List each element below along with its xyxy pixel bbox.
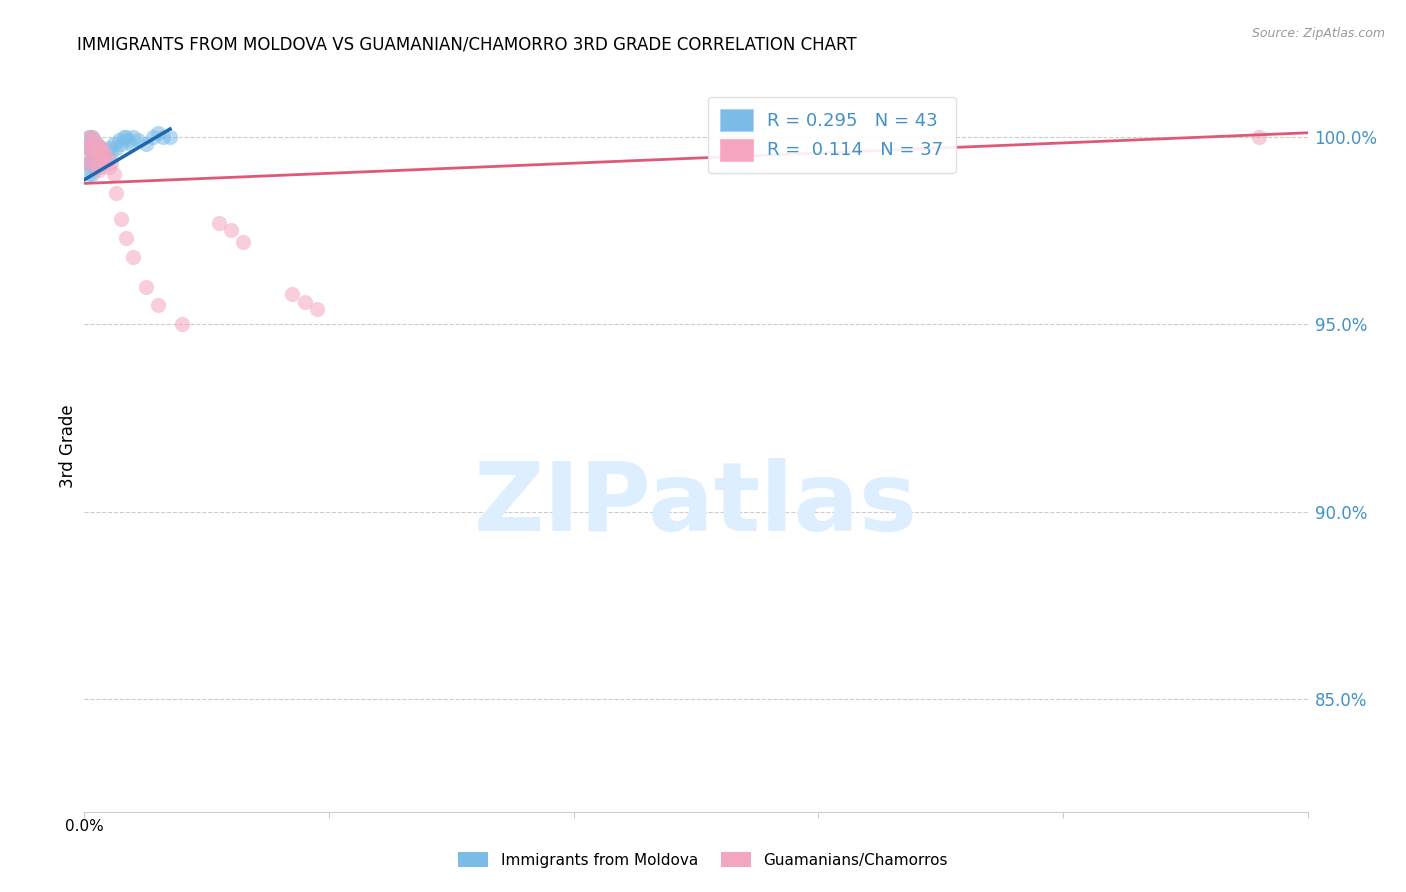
- Text: 0.0%: 0.0%: [65, 819, 104, 834]
- Point: [77, 156, 100, 170]
- Point: [208, 216, 231, 230]
- Y-axis label: 3rd Grade: 3rd Grade: [59, 404, 77, 488]
- Point: [83, 145, 105, 159]
- Point: [97, 141, 120, 155]
- Point: [93, 145, 115, 159]
- Point: [86, 145, 108, 159]
- Point: [80, 129, 103, 144]
- Point: [135, 136, 157, 151]
- Point: [117, 133, 139, 147]
- Point: [90, 152, 112, 166]
- Point: [103, 136, 125, 151]
- Point: [96, 148, 118, 162]
- Point: [103, 167, 125, 181]
- Point: [83, 133, 105, 147]
- Point: [152, 129, 174, 144]
- Point: [219, 223, 242, 237]
- Point: [86, 148, 108, 162]
- Point: [80, 145, 103, 159]
- Point: [110, 212, 132, 227]
- Point: [159, 129, 181, 144]
- Point: [80, 167, 103, 181]
- Point: [93, 156, 115, 170]
- Point: [87, 141, 110, 155]
- Point: [105, 186, 128, 200]
- Point: [232, 235, 254, 249]
- Point: [77, 167, 100, 181]
- Point: [77, 129, 100, 144]
- Point: [90, 152, 112, 166]
- Point: [86, 156, 108, 170]
- Point: [115, 231, 138, 245]
- Point: [87, 152, 110, 166]
- Point: [87, 141, 110, 155]
- Point: [172, 317, 194, 331]
- Point: [86, 136, 108, 151]
- Point: [97, 152, 120, 166]
- Point: [100, 156, 122, 170]
- Point: [76, 141, 98, 155]
- Point: [87, 160, 110, 174]
- Point: [83, 160, 105, 174]
- Point: [281, 287, 304, 301]
- Point: [1247, 129, 1270, 144]
- Point: [90, 141, 112, 155]
- Point: [146, 126, 169, 140]
- Point: [120, 136, 142, 151]
- Point: [80, 136, 103, 151]
- Point: [76, 156, 98, 170]
- Point: [294, 294, 316, 309]
- Point: [87, 163, 110, 178]
- Point: [96, 148, 118, 162]
- Point: [100, 145, 122, 159]
- Point: [83, 136, 105, 151]
- Point: [97, 160, 120, 174]
- Point: [122, 250, 145, 264]
- Point: [90, 141, 112, 155]
- Point: [93, 156, 115, 170]
- Point: [76, 156, 98, 170]
- Point: [83, 148, 105, 162]
- Legend: R = 0.295   N = 43, R =  0.114   N = 37: R = 0.295 N = 43, R = 0.114 N = 37: [707, 96, 956, 173]
- Text: IMMIGRANTS FROM MOLDOVA VS GUAMANIAN/CHAMORRO 3RD GRADE CORRELATION CHART: IMMIGRANTS FROM MOLDOVA VS GUAMANIAN/CHA…: [77, 36, 856, 54]
- Point: [77, 129, 100, 144]
- Point: [80, 141, 103, 155]
- Point: [105, 141, 128, 155]
- Point: [80, 129, 103, 144]
- Point: [86, 160, 108, 174]
- Point: [77, 141, 100, 155]
- Point: [77, 141, 100, 155]
- Point: [107, 133, 129, 147]
- Point: [80, 156, 103, 170]
- Legend: Immigrants from Moldova, Guamanians/Chamorros: Immigrants from Moldova, Guamanians/Cham…: [450, 844, 956, 875]
- Point: [110, 136, 132, 151]
- Point: [127, 133, 149, 147]
- Point: [146, 298, 169, 312]
- Point: [76, 141, 98, 155]
- Point: [87, 152, 110, 166]
- Point: [115, 129, 138, 144]
- Point: [305, 302, 328, 317]
- Point: [93, 145, 115, 159]
- Text: Source: ZipAtlas.com: Source: ZipAtlas.com: [1251, 27, 1385, 40]
- Point: [142, 129, 165, 144]
- Text: ZIPatlas: ZIPatlas: [474, 458, 918, 551]
- Point: [86, 136, 108, 151]
- Point: [122, 129, 145, 144]
- Point: [135, 279, 157, 293]
- Point: [77, 156, 100, 170]
- Point: [112, 129, 135, 144]
